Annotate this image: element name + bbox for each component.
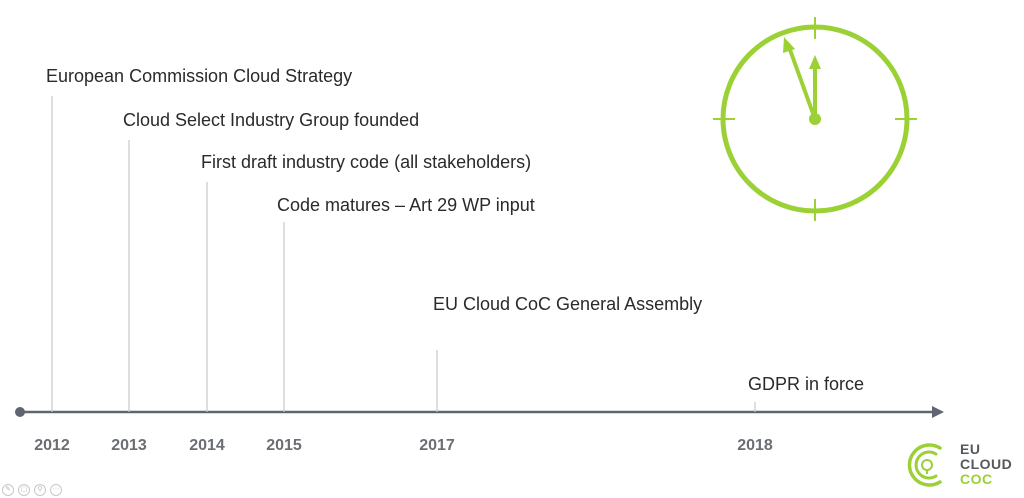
event-label-2014: First draft industry code (all stakehold… xyxy=(201,152,532,172)
event-label-2012: European Commission Cloud Strategy xyxy=(46,66,353,86)
event-label-2015: Code matures – Art 29 WP input xyxy=(277,195,535,215)
year-label-2013: 2013 xyxy=(111,437,147,454)
year-label-2015: 2015 xyxy=(266,437,302,454)
eu-cloud-coc-logo-icon xyxy=(907,443,942,487)
timeline-arrowhead xyxy=(932,406,944,418)
pen-icon[interactable]: ✎ xyxy=(2,484,14,496)
event-label-2013: Cloud Select Industry Group founded xyxy=(123,110,420,130)
year-label-2018: 2018 xyxy=(737,437,773,454)
year-label-2017: 2017 xyxy=(419,437,455,454)
viewer-toolbar: ✎ ▢ ⚲ ⋯ xyxy=(2,484,62,498)
more-icon[interactable]: ⋯ xyxy=(50,484,62,496)
logo-line-coc: COC xyxy=(960,471,993,487)
zoom-icon[interactable]: ⚲ xyxy=(34,484,46,496)
timeline-start-dot xyxy=(15,407,25,417)
logo-line-eu: EU xyxy=(960,441,981,457)
event-label-2018: GDPR in force xyxy=(748,374,865,394)
year-label-2012: 2012 xyxy=(34,437,70,454)
logo-line-cloud: CLOUD xyxy=(960,456,1013,472)
year-label-2014: 2014 xyxy=(189,437,225,454)
logo-wordmark: EU CLOUD COC xyxy=(960,442,1012,487)
event-label-2017: EU Cloud CoC General Assembly xyxy=(433,294,703,314)
clock-icon xyxy=(713,17,917,221)
slides-icon[interactable]: ▢ xyxy=(18,484,30,496)
